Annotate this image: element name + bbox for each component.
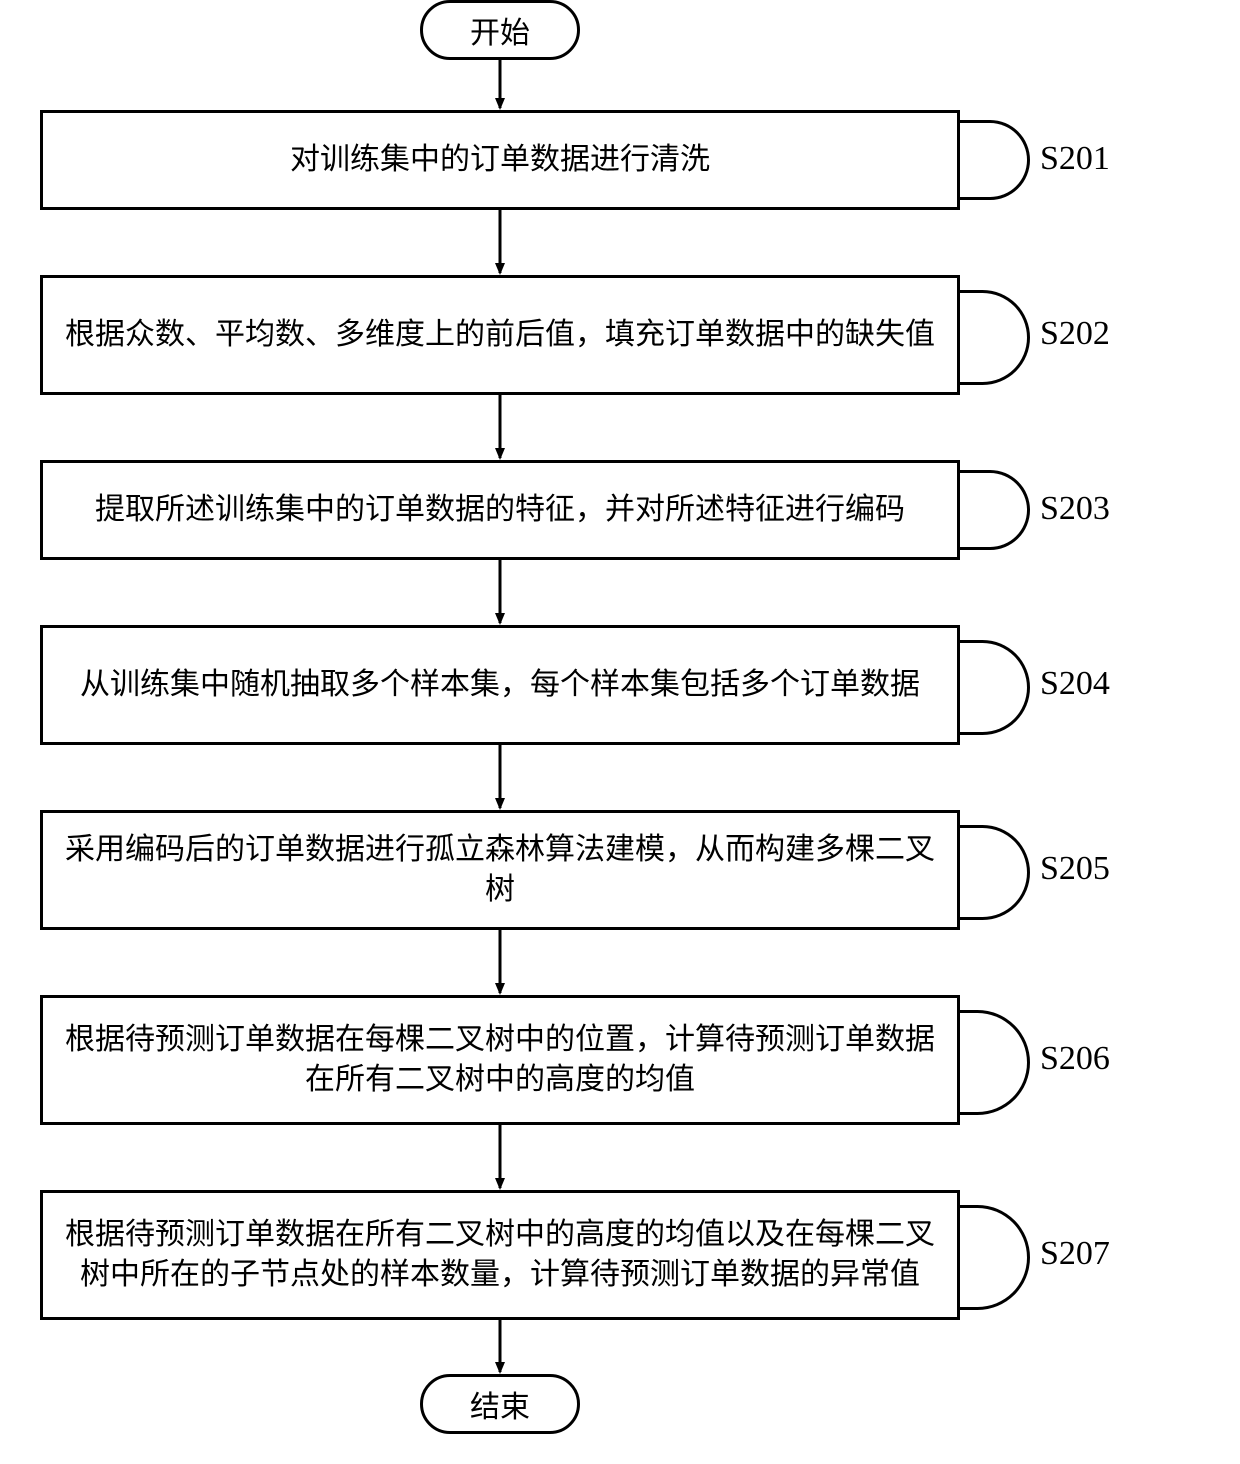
terminal-end-label: 结束 (470, 1382, 530, 1426)
step-s203-text: 提取所述训练集中的订单数据的特征，并对所述特征进行编码 (95, 490, 905, 531)
step-s205: 采用编码后的订单数据进行孤立森林算法建模，从而构建多棵二叉树 (40, 810, 960, 930)
step-s205-label: S205 (1040, 850, 1110, 888)
step-s205-text: 采用编码后的订单数据进行孤立森林算法建模，从而构建多棵二叉树 (63, 830, 937, 911)
step-s202-text: 根据众数、平均数、多维度上的前后值，填充订单数据中的缺失值 (65, 315, 935, 356)
label-curve-s207 (960, 1205, 1030, 1310)
step-s204-text: 从训练集中随机抽取多个样本集，每个样本集包括多个订单数据 (80, 665, 920, 706)
step-s207-text: 根据待预测订单数据在所有二叉树中的高度的均值以及在每棵二叉树中所在的子节点处的样… (63, 1215, 937, 1296)
flowchart-canvas: 开始 对训练集中的订单数据进行清洗 S201 根据众数、平均数、多维度上的前后值… (0, 0, 1240, 1464)
step-s206: 根据待预测订单数据在每棵二叉树中的位置，计算待预测订单数据在所有二叉树中的高度的… (40, 995, 960, 1125)
label-curve-s202 (960, 290, 1030, 385)
step-s203: 提取所述训练集中的订单数据的特征，并对所述特征进行编码 (40, 460, 960, 560)
label-curve-s201 (960, 120, 1030, 200)
label-curve-s203 (960, 470, 1030, 550)
step-s202-label: S202 (1040, 315, 1110, 353)
step-s207-label: S207 (1040, 1235, 1110, 1273)
step-s201: 对训练集中的订单数据进行清洗 (40, 110, 960, 210)
step-s202: 根据众数、平均数、多维度上的前后值，填充订单数据中的缺失值 (40, 275, 960, 395)
terminal-end: 结束 (420, 1374, 580, 1434)
step-s207: 根据待预测订单数据在所有二叉树中的高度的均值以及在每棵二叉树中所在的子节点处的样… (40, 1190, 960, 1320)
terminal-start-label: 开始 (470, 8, 530, 52)
step-s201-label: S201 (1040, 140, 1110, 178)
step-s204-label: S204 (1040, 665, 1110, 703)
step-s206-text: 根据待预测订单数据在每棵二叉树中的位置，计算待预测订单数据在所有二叉树中的高度的… (63, 1020, 937, 1101)
label-curve-s205 (960, 825, 1030, 920)
terminal-start: 开始 (420, 0, 580, 60)
step-s203-label: S203 (1040, 490, 1110, 528)
label-curve-s206 (960, 1010, 1030, 1115)
step-s201-text: 对训练集中的订单数据进行清洗 (290, 140, 710, 181)
step-s204: 从训练集中随机抽取多个样本集，每个样本集包括多个订单数据 (40, 625, 960, 745)
step-s206-label: S206 (1040, 1040, 1110, 1078)
label-curve-s204 (960, 640, 1030, 735)
